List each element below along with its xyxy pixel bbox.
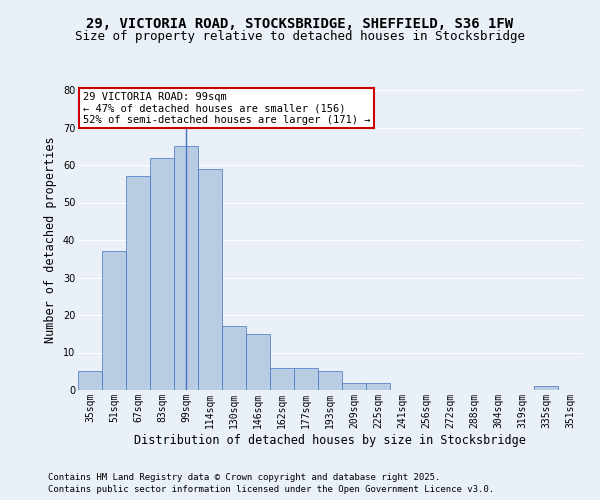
Bar [342,382,366,390]
Text: Contains HM Land Registry data © Crown copyright and database right 2025.: Contains HM Land Registry data © Crown c… [48,472,440,482]
Bar [126,176,150,390]
Text: 29 VICTORIA ROAD: 99sqm
← 47% of detached houses are smaller (156)
52% of semi-d: 29 VICTORIA ROAD: 99sqm ← 47% of detache… [83,92,371,124]
Bar [318,371,342,390]
Bar [534,386,558,390]
Bar [78,371,102,390]
Text: 29, VICTORIA ROAD, STOCKSBRIDGE, SHEFFIELD, S36 1FW: 29, VICTORIA ROAD, STOCKSBRIDGE, SHEFFIE… [86,18,514,32]
X-axis label: Distribution of detached houses by size in Stocksbridge: Distribution of detached houses by size … [134,434,526,446]
Bar [102,251,126,390]
Bar [270,368,294,390]
Y-axis label: Number of detached properties: Number of detached properties [44,136,57,344]
Bar [294,368,318,390]
Bar [174,146,198,390]
Bar [222,326,246,390]
Bar [366,382,390,390]
Text: Size of property relative to detached houses in Stocksbridge: Size of property relative to detached ho… [75,30,525,43]
Bar [150,158,174,390]
Bar [246,334,270,390]
Bar [198,169,222,390]
Text: Contains public sector information licensed under the Open Government Licence v3: Contains public sector information licen… [48,485,494,494]
